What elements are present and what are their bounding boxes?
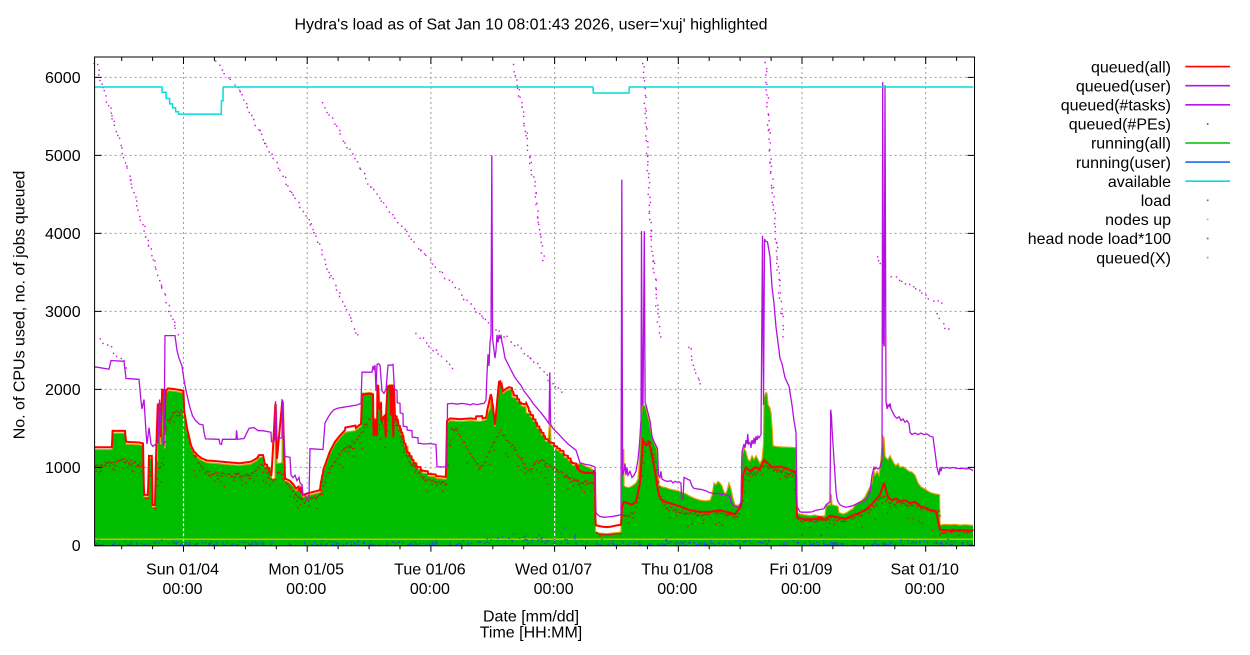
svg-text:Tue 01/06: Tue 01/06 bbox=[394, 562, 466, 579]
svg-text:queued(X): queued(X) bbox=[1096, 250, 1171, 267]
svg-text:nodes up: nodes up bbox=[1105, 212, 1171, 229]
svg-text:0: 0 bbox=[72, 538, 81, 555]
svg-text:Wed 01/07: Wed 01/07 bbox=[515, 562, 592, 579]
svg-text:Sat 01/10: Sat 01/10 bbox=[890, 562, 959, 579]
svg-text:No. of CPUs used, no. of jobs: No. of CPUs used, no. of jobs queued bbox=[12, 171, 29, 440]
svg-text:2000: 2000 bbox=[45, 382, 81, 399]
svg-text:3000: 3000 bbox=[45, 304, 81, 321]
svg-text:Sun 01/04: Sun 01/04 bbox=[146, 562, 219, 579]
svg-text:Hydra's load as of Sat Jan 10: Hydra's load as of Sat Jan 10 08:01:43 2… bbox=[294, 17, 767, 34]
svg-text:6000: 6000 bbox=[45, 70, 81, 87]
svg-text:queued(user): queued(user) bbox=[1076, 78, 1171, 95]
svg-text:00:00: 00:00 bbox=[781, 581, 821, 598]
svg-text:queued(#PEs): queued(#PEs) bbox=[1069, 117, 1171, 134]
svg-text:00:00: 00:00 bbox=[162, 581, 202, 598]
svg-text:running(user): running(user) bbox=[1076, 155, 1171, 172]
svg-text:00:00: 00:00 bbox=[410, 581, 450, 598]
svg-text:4000: 4000 bbox=[45, 226, 81, 243]
svg-text:Mon 01/05: Mon 01/05 bbox=[268, 562, 344, 579]
svg-text:00:00: 00:00 bbox=[534, 581, 574, 598]
svg-text:1000: 1000 bbox=[45, 460, 81, 477]
svg-text:running(all): running(all) bbox=[1091, 136, 1171, 153]
svg-text:Date [mm/dd]: Date [mm/dd] bbox=[483, 609, 579, 626]
svg-text:Time [HH:MM]: Time [HH:MM] bbox=[480, 625, 583, 642]
svg-text:5000: 5000 bbox=[45, 148, 81, 165]
svg-text:00:00: 00:00 bbox=[905, 581, 945, 598]
svg-text:available: available bbox=[1108, 174, 1171, 191]
svg-text:Fri 01/09: Fri 01/09 bbox=[769, 562, 832, 579]
svg-text:head node load*100: head node load*100 bbox=[1028, 231, 1171, 248]
svg-text:queued(all): queued(all) bbox=[1091, 59, 1171, 76]
svg-text:load: load bbox=[1141, 193, 1171, 210]
svg-text:00:00: 00:00 bbox=[286, 581, 326, 598]
svg-text:queued(#tasks): queued(#tasks) bbox=[1061, 98, 1171, 115]
svg-text:00:00: 00:00 bbox=[657, 581, 697, 598]
svg-text:Thu 01/08: Thu 01/08 bbox=[641, 562, 713, 579]
